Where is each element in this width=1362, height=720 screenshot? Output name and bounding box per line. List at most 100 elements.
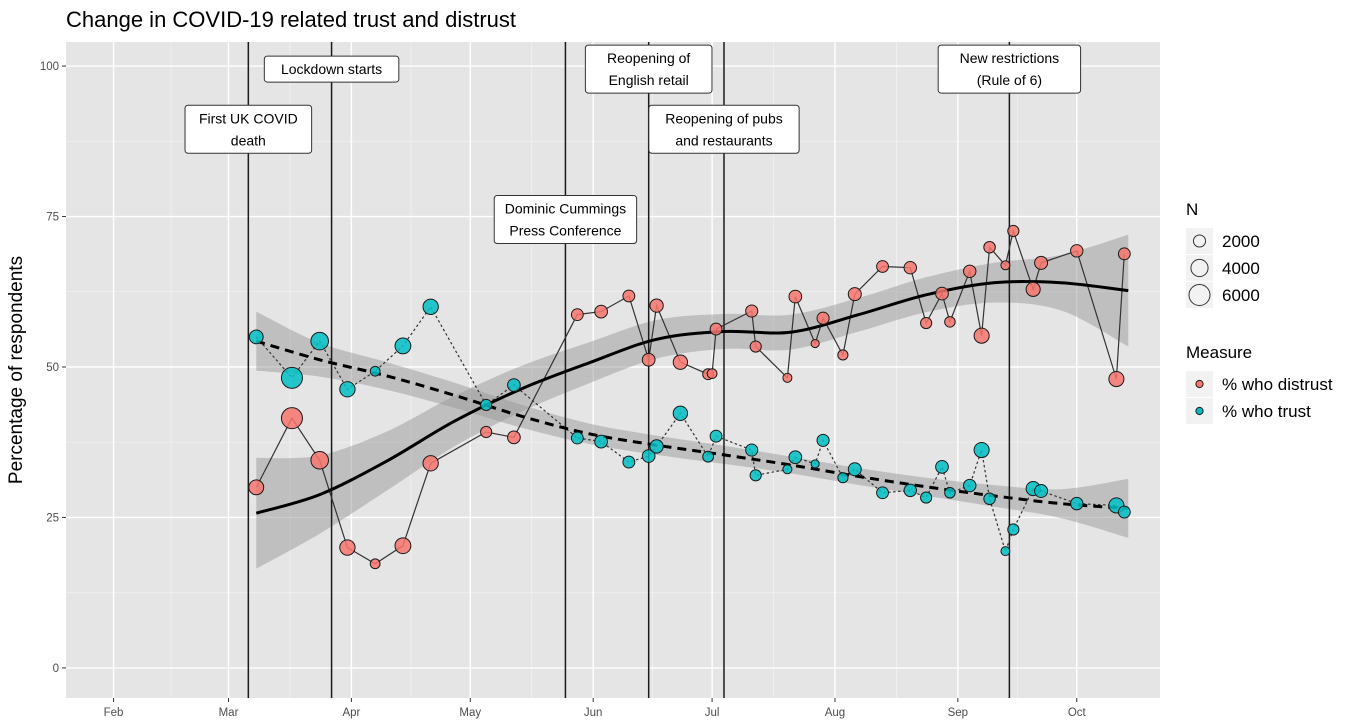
data-point xyxy=(745,304,759,318)
data-point xyxy=(973,327,990,344)
event-label: Reopening of pubs xyxy=(665,110,783,126)
legend-size-key xyxy=(1192,234,1207,248)
event-label-box xyxy=(184,104,313,154)
legend-size-key xyxy=(1188,284,1211,306)
legend-key-bg xyxy=(1186,228,1213,254)
data-point xyxy=(480,425,493,439)
x-tick-label: May xyxy=(459,707,481,719)
data-point xyxy=(622,289,636,303)
legend-color-label: % who trust xyxy=(1222,402,1311,421)
legend-size-key xyxy=(1190,258,1209,278)
trend-lines xyxy=(255,279,1129,515)
legend-color-key xyxy=(1195,379,1204,389)
event-label-box xyxy=(263,55,400,83)
trend-line xyxy=(255,339,1129,510)
data-point xyxy=(816,311,830,325)
event-label-box xyxy=(584,44,713,94)
data-point xyxy=(816,433,830,447)
data-point xyxy=(935,460,949,474)
data-point xyxy=(422,298,439,315)
event-label: (Rule of 6) xyxy=(977,72,1042,88)
trend-line xyxy=(255,279,1129,515)
data-point xyxy=(782,372,793,383)
data-point xyxy=(944,487,956,499)
data-point xyxy=(810,338,820,349)
data-point xyxy=(1117,247,1131,261)
data-point xyxy=(248,329,264,345)
data-point xyxy=(369,365,381,377)
legend-size-label: 4000 xyxy=(1222,259,1260,278)
data-point xyxy=(339,381,356,398)
data-point xyxy=(782,464,793,475)
data-point xyxy=(570,431,584,445)
legend-size-label: 2000 xyxy=(1222,232,1260,251)
x-tick-label: Apr xyxy=(342,707,360,719)
data-point xyxy=(944,316,956,328)
legend-color-title: Measure xyxy=(1186,343,1252,362)
x-tick-label: Aug xyxy=(825,707,845,719)
data-point xyxy=(641,449,656,463)
data-point xyxy=(788,450,803,465)
data-point xyxy=(876,486,889,500)
data-point xyxy=(672,405,689,422)
data-point xyxy=(1034,483,1049,498)
data-point xyxy=(1070,496,1084,511)
data-point xyxy=(709,322,723,336)
data-point xyxy=(963,478,977,493)
legend-key-bg xyxy=(1186,282,1213,308)
data-point xyxy=(339,539,356,556)
data-point xyxy=(983,492,996,506)
y-tick-label: 0 xyxy=(53,663,59,675)
event-label: Lockdown starts xyxy=(281,61,382,77)
data-point xyxy=(280,407,303,430)
data-point xyxy=(594,304,608,319)
data-point xyxy=(422,455,439,472)
data-point xyxy=(622,455,636,469)
data-point xyxy=(745,443,759,457)
series-line xyxy=(255,305,1125,554)
data-point xyxy=(649,298,664,313)
data-point xyxy=(963,264,977,279)
data-point xyxy=(369,558,381,570)
chart-title: Change in COVID-19 related trust and dis… xyxy=(66,7,516,32)
data-point xyxy=(709,429,723,443)
x-tick-label: Mar xyxy=(219,707,239,719)
legend-color-label: % who distrust xyxy=(1222,375,1333,394)
event-label: Press Conference xyxy=(509,223,621,239)
data-point xyxy=(1070,244,1084,258)
data-point xyxy=(1000,546,1011,557)
y-tick-label: 50 xyxy=(46,362,59,374)
data-point xyxy=(935,286,949,301)
x-tick-label: Jun xyxy=(584,707,603,719)
event-label-box xyxy=(493,195,638,245)
data-points xyxy=(248,224,1131,570)
y-tick-label: 100 xyxy=(40,61,59,73)
legend-size-items: 2000 4000 6000 xyxy=(1186,228,1260,308)
data-point xyxy=(649,439,664,454)
data-point xyxy=(310,331,329,351)
x-tick-label: Jul xyxy=(705,707,720,719)
data-point xyxy=(1000,260,1011,271)
data-point xyxy=(749,469,762,482)
data-point xyxy=(920,316,933,330)
data-point xyxy=(1007,224,1020,238)
data-point xyxy=(847,287,862,302)
data-point xyxy=(280,366,303,389)
y-axis: 0 25 50 75 100 xyxy=(40,61,66,675)
y-tick-label: 75 xyxy=(46,212,59,224)
data-point xyxy=(1007,523,1020,536)
data-point xyxy=(507,378,521,392)
data-point xyxy=(903,483,917,498)
data-point xyxy=(1117,505,1131,519)
data-point xyxy=(1025,281,1041,297)
y-axis-label: Percentage of respondents xyxy=(6,256,27,484)
x-tick-label: Oct xyxy=(1068,707,1087,719)
x-tick-label: Sep xyxy=(948,707,968,719)
event-label: death xyxy=(231,132,266,148)
legend-color-items: % who distrust % who trust xyxy=(1186,371,1333,424)
event-label-box xyxy=(937,44,1082,94)
x-axis: Feb Mar Apr May Jun Jul Aug Sep Oct xyxy=(104,698,1087,719)
data-point xyxy=(876,260,889,273)
